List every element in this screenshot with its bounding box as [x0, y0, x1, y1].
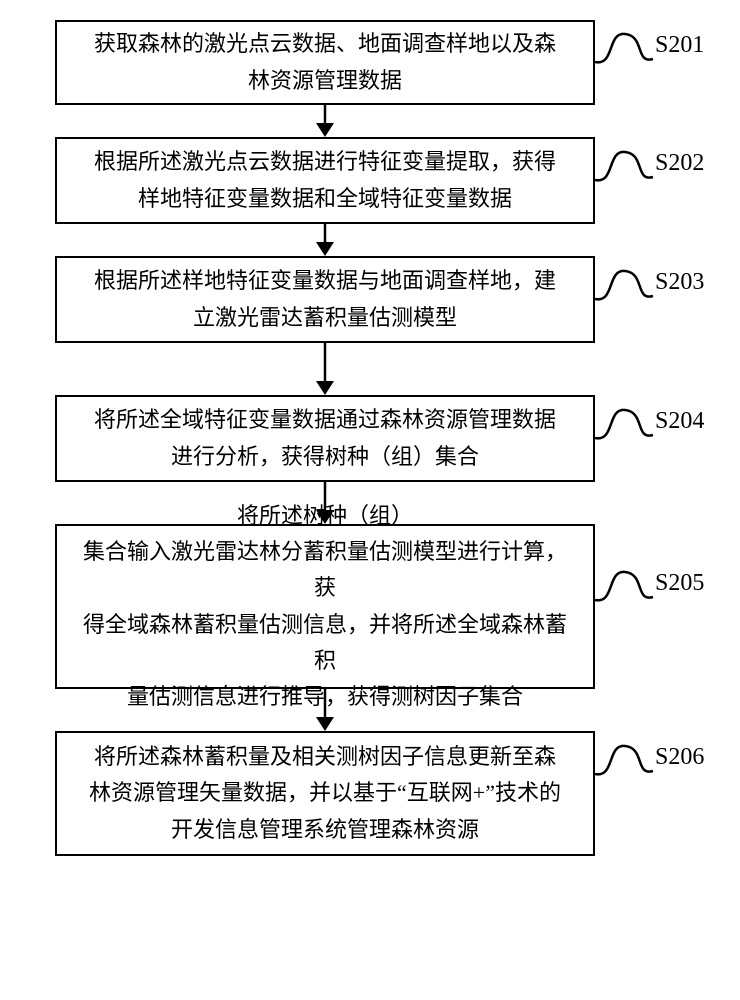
arrow-s202-to-s203 [310, 224, 340, 258]
step-label-s206: S206 [655, 744, 704, 771]
step-text-s203: 根据所述样地特征变量数据与地面调查样地，建 立激光雷达蓄积量估测模型 [94, 263, 556, 336]
arrow-s203-to-s204 [310, 343, 340, 397]
arrow-s204-to-s205 [310, 482, 340, 526]
step-label-s203: S203 [655, 269, 704, 296]
flowchart-canvas: 获取森林的激光点云数据、地面调查样地以及森 林资源管理数据 S201 根据所述激光点… [0, 0, 740, 1000]
step-box-s204: 将所述全域特征变量数据通过森林资源管理数据 进行分析，获得树种（组）集合 [55, 395, 595, 482]
step-label-s201: S201 [655, 32, 704, 59]
step-label-s202: S202 [655, 150, 704, 177]
step-box-s202: 根据所述激光点云数据进行特征变量提取，获得 样地特征变量数据和全域特征变量数据 [55, 137, 595, 224]
step-text-s205: 将所述树种（组） 集合输入激光雷达林分蓄积量估测模型进行计算，获 得全域森林蓄积… [73, 498, 577, 716]
step-label-s204: S204 [655, 408, 704, 435]
step-text-s204: 将所述全域特征变量数据通过森林资源管理数据 进行分析，获得树种（组）集合 [94, 402, 556, 475]
arrow-s201-to-s202 [310, 105, 340, 139]
step-text-s201: 获取森林的激光点云数据、地面调查样地以及森 林资源管理数据 [94, 26, 556, 99]
step-box-s205: 将所述树种（组） 集合输入激光雷达林分蓄积量估测模型进行计算，获 得全域森林蓄积… [55, 524, 595, 689]
step-text-s202: 根据所述激光点云数据进行特征变量提取，获得 样地特征变量数据和全域特征变量数据 [94, 144, 556, 217]
step-label-s205: S205 [655, 570, 704, 597]
arrow-s205-to-s206 [310, 689, 340, 733]
step-box-s206: 将所述森林蓄积量及相关测树因子信息更新至森 林资源管理矢量数据，并以基于“互联网… [55, 731, 595, 856]
step-box-s201: 获取森林的激光点云数据、地面调查样地以及森 林资源管理数据 [55, 20, 595, 105]
step-text-s206: 将所述森林蓄积量及相关测树因子信息更新至森 林资源管理矢量数据，并以基于“互联网… [89, 739, 561, 848]
step-box-s203: 根据所述样地特征变量数据与地面调查样地，建 立激光雷达蓄积量估测模型 [55, 256, 595, 343]
